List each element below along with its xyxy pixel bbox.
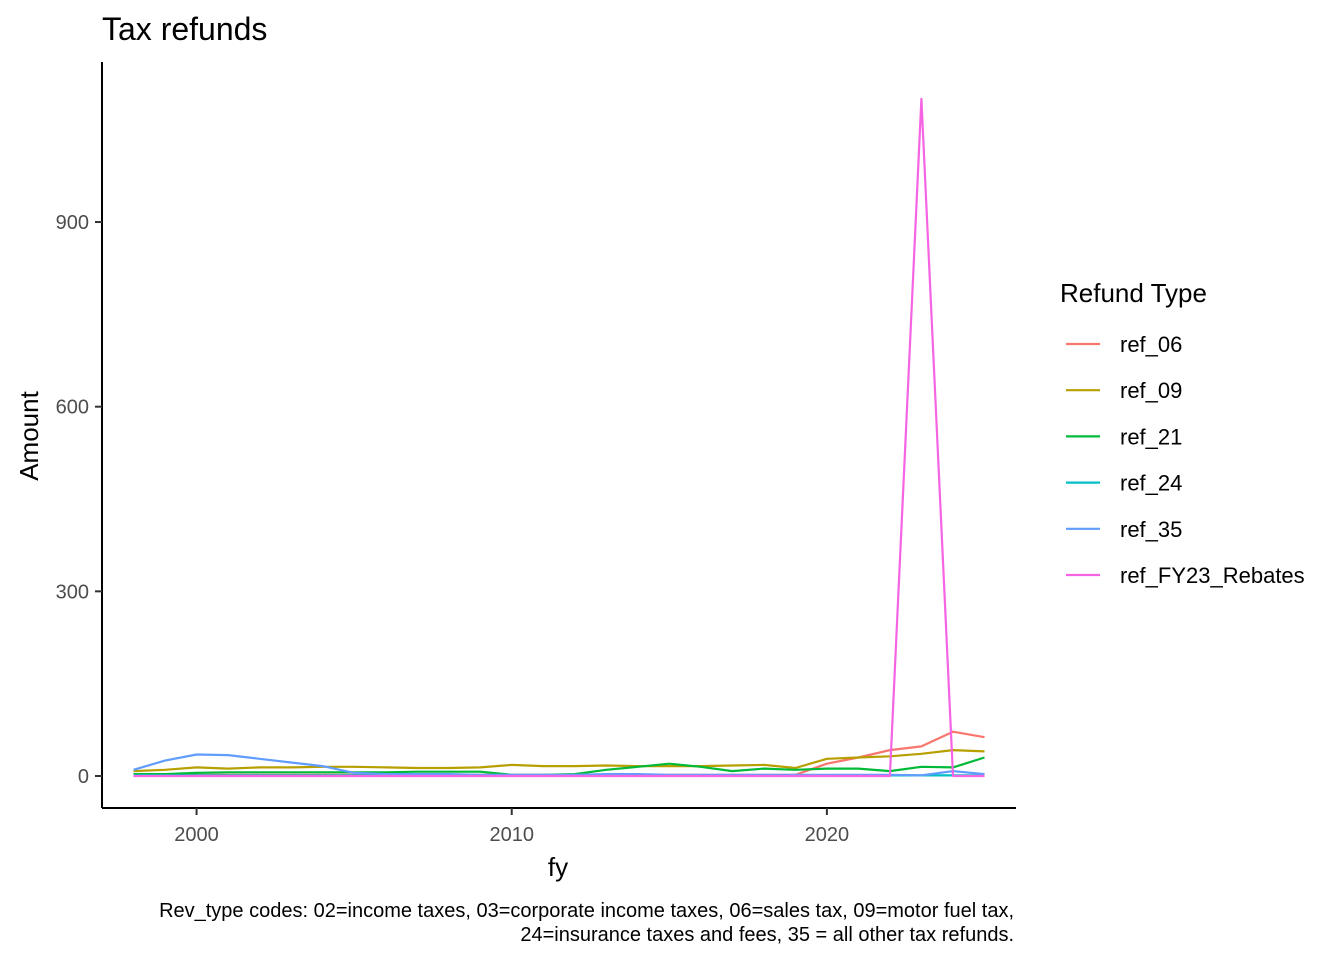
legend-label: ref_FY23_Rebates xyxy=(1120,563,1305,588)
series-line-ref-09 xyxy=(133,748,985,773)
legend-items: ref_06 ref_09 ref_21 ref_24 ref_35 ref_FY23_R… xyxy=(1066,332,1305,588)
series-line-ref-fy23-rebates xyxy=(133,97,985,778)
x-tick-label: 2000 xyxy=(174,824,219,846)
y-tick-label: 300 xyxy=(56,581,89,603)
caption-line-1: Rev_type codes: 02=income taxes, 03=corp… xyxy=(159,900,1014,922)
legend-label: ref_06 xyxy=(1120,332,1182,357)
y-tick-label: 600 xyxy=(56,397,89,419)
legend-label: ref_21 xyxy=(1120,424,1182,449)
y-axis-title: Amount xyxy=(14,390,44,480)
legend-title: Refund Type xyxy=(1060,278,1207,308)
y-tick-label: 0 xyxy=(78,766,89,788)
series-layer xyxy=(133,97,985,778)
legend-label: ref_09 xyxy=(1120,378,1182,403)
x-tick-label: 2010 xyxy=(489,824,534,846)
y-axis-ticks: 0 300 600 900 xyxy=(56,212,102,788)
x-tick-label: 2020 xyxy=(805,824,850,846)
legend-label: ref_24 xyxy=(1120,471,1182,496)
x-axis-ticks: 2000 2010 2020 xyxy=(174,808,849,846)
x-axis-title: fy xyxy=(548,852,568,882)
chart-title: Tax refunds xyxy=(102,11,267,47)
series-line-ref-35 xyxy=(133,753,985,777)
legend-label: ref_35 xyxy=(1120,517,1182,542)
legend: Refund Type ref_06ref_09ref_21ref_24ref_… xyxy=(1060,278,1305,588)
y-tick-label: 900 xyxy=(56,212,89,234)
caption-line-2: 24=insurance taxes and fees, 35 = all ot… xyxy=(520,924,1014,946)
